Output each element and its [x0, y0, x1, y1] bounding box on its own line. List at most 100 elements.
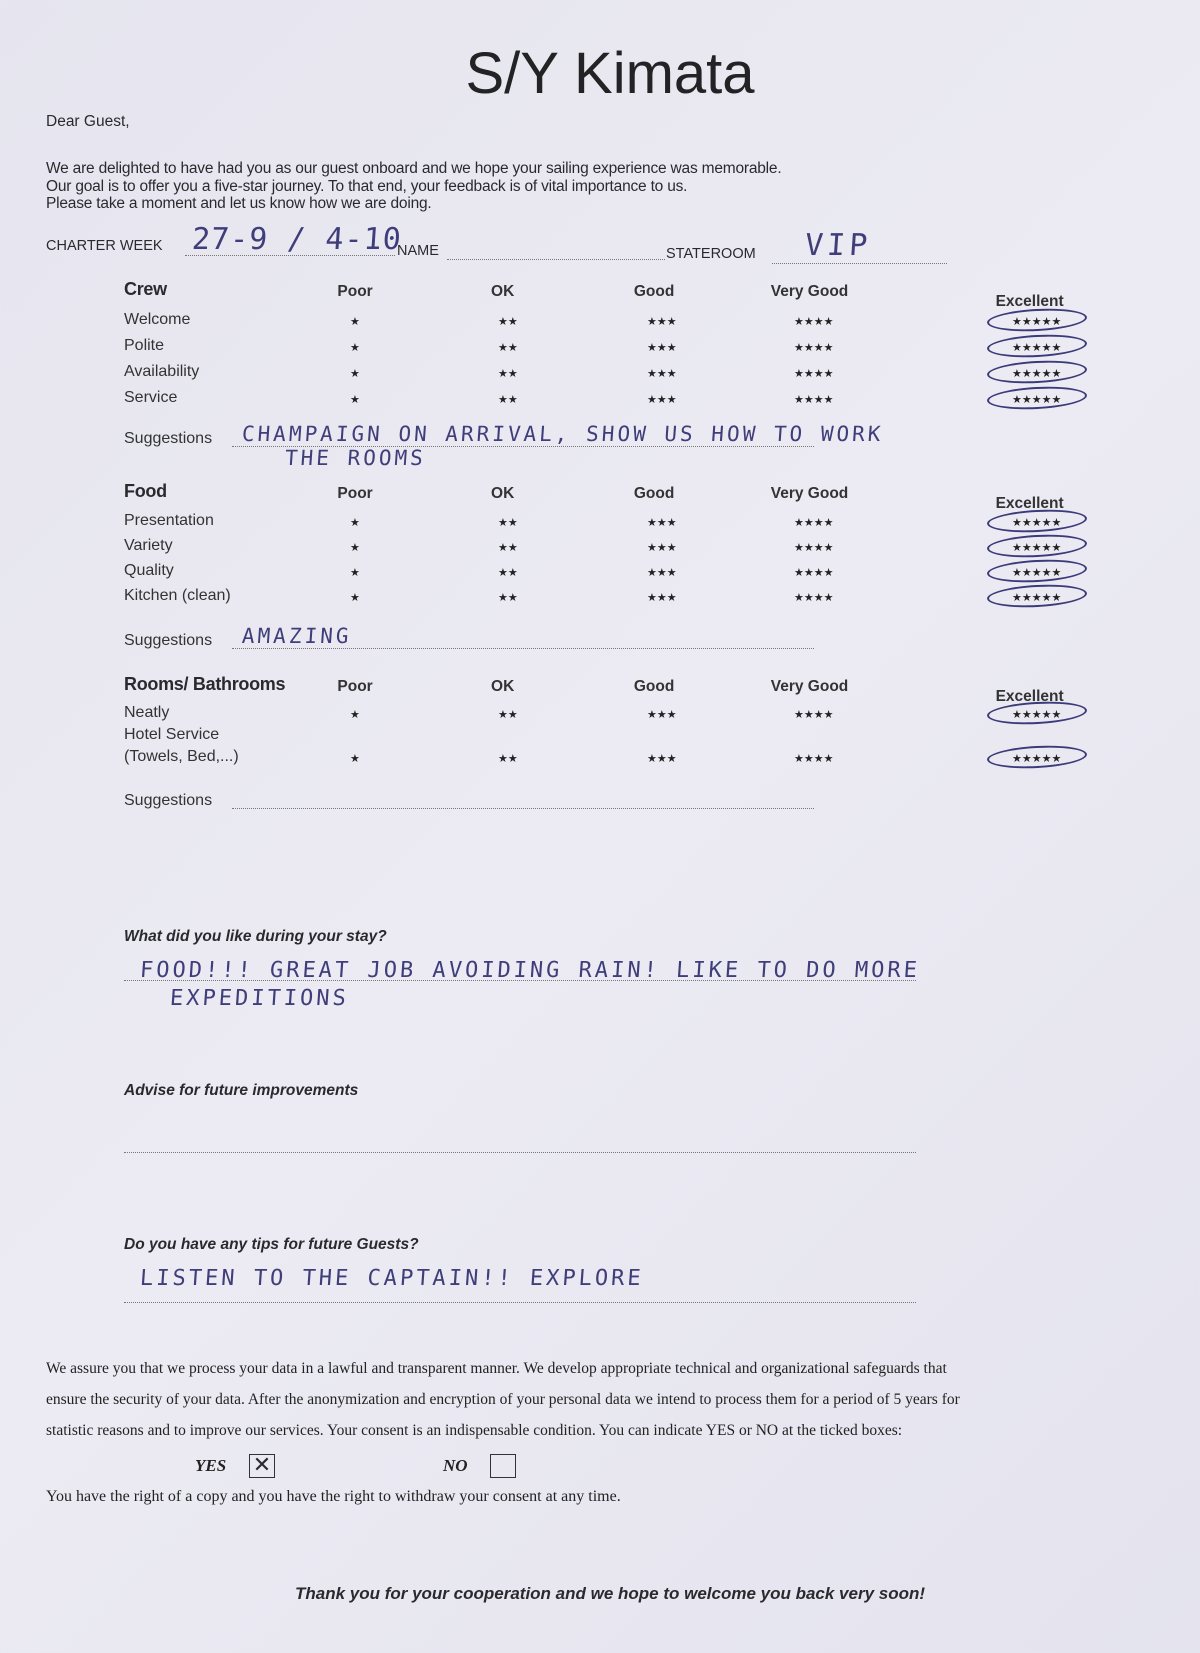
rating-option-2-stars[interactable]: ★★	[498, 316, 518, 328]
rating-option-1-stars[interactable]: ★	[350, 517, 360, 529]
column-header-excellent: Excellent	[995, 293, 1064, 310]
yes-checkbox[interactable]: ✕	[249, 1454, 275, 1478]
closing-text: Thank you for your cooperation and we ho…	[294, 1584, 926, 1603]
rating-option-4-stars[interactable]: ★★★★	[794, 753, 834, 765]
consent-text: ensure the security of your data. After …	[46, 1391, 960, 1408]
rating-option-4-stars[interactable]: ★★★★	[794, 316, 834, 328]
selected-rating-circle	[986, 332, 1088, 360]
rating-option-3-stars[interactable]: ★★★	[647, 394, 677, 406]
column-header-good: Good	[633, 485, 675, 502]
suggestions-line	[232, 808, 814, 809]
answer-field[interactable]: FOOD!!! GREAT JOB AVOIDING RAIN! LIKE TO…	[139, 958, 921, 983]
suggestions-label: Suggestions	[124, 430, 213, 447]
rating-option-4-stars[interactable]: ★★★★	[794, 542, 834, 554]
rating-option-3-stars[interactable]: ★★★	[647, 517, 677, 529]
suggestions-line	[232, 648, 814, 649]
answer-field[interactable]: LISTEN TO THE CAPTAIN!! EXPLORE	[139, 1266, 645, 1291]
rating-option-4-stars[interactable]: ★★★★	[794, 592, 834, 604]
intro-line: Please take a moment and let us know how…	[46, 195, 432, 212]
stateroom-label: STATEROOM	[666, 246, 756, 262]
rating-option-3-stars[interactable]: ★★★	[647, 542, 677, 554]
rating-option-5-stars[interactable]: ★★★★★	[1012, 567, 1062, 579]
rating-item-label: Hotel Service	[124, 726, 220, 743]
rating-option-2-stars[interactable]: ★★	[498, 567, 518, 579]
rating-option-3-stars[interactable]: ★★★	[647, 567, 677, 579]
rating-option-2-stars[interactable]: ★★	[498, 368, 518, 380]
rating-option-1-stars[interactable]: ★	[350, 342, 360, 354]
rating-option-3-stars[interactable]: ★★★	[647, 342, 677, 354]
selected-rating-circle	[986, 582, 1088, 610]
document-title: S/Y Kimata	[465, 41, 755, 106]
rating-option-1-stars[interactable]: ★	[350, 368, 360, 380]
rating-option-1-stars[interactable]: ★	[350, 709, 360, 721]
rating-option-3-stars[interactable]: ★★★	[647, 753, 677, 765]
rating-option-3-stars[interactable]: ★★★	[647, 368, 677, 380]
question-label: Advise for future improvements	[124, 1082, 359, 1099]
rating-option-5-stars[interactable]: ★★★★★	[1012, 394, 1062, 406]
rating-option-1-stars[interactable]: ★	[350, 567, 360, 579]
x-mark-icon: ✕	[252, 1452, 272, 1477]
rating-option-5-stars[interactable]: ★★★★★	[1012, 753, 1062, 765]
question-label: Do you have any tips for future Guests?	[124, 1236, 419, 1253]
rating-item-label: (Towels, Bed,...)	[124, 748, 239, 765]
column-header-good: Good	[633, 283, 675, 300]
column-header-good: Good	[633, 678, 675, 695]
selected-rating-circle	[986, 384, 1088, 412]
rating-option-4-stars[interactable]: ★★★★	[794, 368, 834, 380]
rating-item-label: Kitchen (clean)	[124, 587, 231, 604]
greeting: Dear Guest,	[46, 113, 130, 130]
rating-option-5-stars[interactable]: ★★★★★	[1012, 709, 1062, 721]
rating-item-label: Quality	[124, 562, 174, 579]
rating-option-5-stars[interactable]: ★★★★★	[1012, 316, 1062, 328]
rating-option-5-stars[interactable]: ★★★★★	[1012, 368, 1062, 380]
no-label: NO	[443, 1456, 468, 1475]
suggestions-field[interactable]: AMAZING	[241, 624, 353, 648]
charter-week-field[interactable]: 27-9 / 4-10	[190, 222, 403, 257]
suggestions-field[interactable]: THE ROOMS	[284, 446, 427, 470]
rating-option-2-stars[interactable]: ★★	[498, 542, 518, 554]
name-label: NAME	[397, 243, 439, 259]
answer-field[interactable]: EXPEDITIONS	[169, 986, 350, 1011]
rating-option-1-stars[interactable]: ★	[350, 394, 360, 406]
rating-option-1-stars[interactable]: ★	[350, 753, 360, 765]
suggestions-field[interactable]: CHAMPAIGN ON ARRIVAL, SHOW US HOW TO WOR…	[241, 422, 885, 446]
rating-option-4-stars[interactable]: ★★★★	[794, 394, 834, 406]
rating-option-1-stars[interactable]: ★	[350, 316, 360, 328]
column-header-ok: OK	[491, 485, 515, 502]
rating-option-4-stars[interactable]: ★★★★	[794, 342, 834, 354]
rating-option-3-stars[interactable]: ★★★	[647, 709, 677, 721]
rating-option-2-stars[interactable]: ★★	[498, 394, 518, 406]
rating-option-5-stars[interactable]: ★★★★★	[1012, 542, 1062, 554]
rating-item-label: Service	[124, 389, 178, 406]
suggestions-label: Suggestions	[124, 792, 213, 809]
column-header-poor: Poor	[337, 678, 373, 695]
rating-item-label: Variety	[124, 537, 173, 554]
column-header-excellent: Excellent	[995, 688, 1064, 705]
rating-option-2-stars[interactable]: ★★	[498, 709, 518, 721]
stateroom-field[interactable]: VIP	[803, 228, 873, 263]
suggestions-line	[232, 446, 814, 447]
rating-option-5-stars[interactable]: ★★★★★	[1012, 517, 1062, 529]
rating-option-2-stars[interactable]: ★★	[498, 592, 518, 604]
column-header-poor: Poor	[337, 485, 373, 502]
rating-option-4-stars[interactable]: ★★★★	[794, 709, 834, 721]
rating-option-5-stars[interactable]: ★★★★★	[1012, 342, 1062, 354]
no-checkbox[interactable]	[490, 1454, 516, 1478]
rating-option-2-stars[interactable]: ★★	[498, 517, 518, 529]
rating-option-1-stars[interactable]: ★	[350, 592, 360, 604]
rating-option-2-stars[interactable]: ★★	[498, 342, 518, 354]
rating-option-3-stars[interactable]: ★★★	[647, 316, 677, 328]
rights-text: You have the right of a copy and you hav…	[46, 1488, 621, 1505]
rating-item-label: Polite	[124, 337, 165, 354]
selected-rating-circle	[986, 358, 1088, 386]
rating-item-label: Presentation	[124, 512, 214, 529]
rating-option-1-stars[interactable]: ★	[350, 542, 360, 554]
rating-option-2-stars[interactable]: ★★	[498, 753, 518, 765]
rating-option-4-stars[interactable]: ★★★★	[794, 517, 834, 529]
rating-option-5-stars[interactable]: ★★★★★	[1012, 592, 1062, 604]
rating-option-3-stars[interactable]: ★★★	[647, 592, 677, 604]
section-heading: Food	[124, 481, 167, 501]
intro-line: Our goal is to offer you a five-star jou…	[46, 178, 688, 195]
intro-line: We are delighted to have had you as our …	[46, 160, 782, 177]
rating-option-4-stars[interactable]: ★★★★	[794, 567, 834, 579]
